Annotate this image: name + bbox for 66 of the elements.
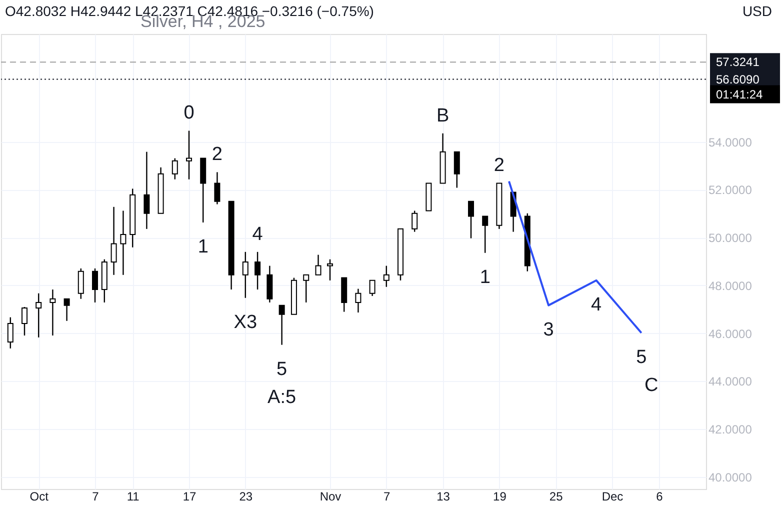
candlestick <box>172 158 178 180</box>
candlestick <box>110 206 117 276</box>
x-tick-label: 13 <box>436 490 450 504</box>
y-tick-label: 46.0000 <box>708 326 752 341</box>
annotation: 2 <box>212 144 222 166</box>
candlestick <box>7 316 14 350</box>
y-tick-label: 40.0000 <box>708 470 752 485</box>
candlestick <box>242 251 248 298</box>
candlestick <box>36 292 42 338</box>
annotation: 1 <box>480 266 490 288</box>
candlestick <box>278 304 285 346</box>
candlestick <box>22 306 28 336</box>
candlestick <box>120 210 126 276</box>
candlestick <box>454 151 460 188</box>
annotation: 4 <box>591 294 602 316</box>
annotation: 2 <box>494 155 504 176</box>
annotation: 1 <box>198 236 208 258</box>
candlestick <box>186 130 192 180</box>
y-tick-label: 54.0000 <box>708 135 752 150</box>
x-tick-label: 7 <box>92 490 100 504</box>
candlestick <box>266 265 273 304</box>
candlestick <box>303 274 310 304</box>
text: 01:41:24 <box>716 87 764 102</box>
candlestick <box>78 268 84 300</box>
annotation: 5 <box>636 346 647 368</box>
candlestick <box>412 210 418 232</box>
annotation: 5 <box>276 358 288 380</box>
x-tick-label: Nov <box>320 490 342 504</box>
y-tick-label: 50.0000 <box>708 231 752 246</box>
annotation: 3 <box>543 319 554 340</box>
candlestick <box>144 151 150 230</box>
x-tick-label: 19 <box>493 490 507 504</box>
y-tick-label: 52.0000 <box>708 183 752 198</box>
annotation: 4 <box>252 224 264 245</box>
y-tick-label: 44.0000 <box>708 374 752 389</box>
annotation: A:5 <box>268 386 296 408</box>
x-tick-label: 23 <box>239 490 253 504</box>
ref-line-label: 57.3241 <box>716 55 760 70</box>
ref-line-label: 56.6090 <box>716 72 760 86</box>
candlestick <box>355 288 362 314</box>
x-tick-label: 7 <box>384 490 391 504</box>
candlestick <box>468 200 474 239</box>
text: USD <box>742 3 772 19</box>
annotation: B <box>436 105 450 126</box>
candlestick <box>92 268 98 304</box>
x-tick-label: Oct <box>30 490 50 504</box>
candlestick <box>369 280 376 297</box>
x-tick-label: Dec <box>602 490 624 504</box>
annotation: 0 <box>184 102 194 124</box>
candlestick <box>254 251 261 290</box>
y-tick-label: 48.0000 <box>708 278 752 293</box>
candlestick <box>214 172 220 205</box>
x-tick-label: 11 <box>126 490 140 504</box>
candlestick <box>64 298 70 322</box>
x-tick-label: 6 <box>656 490 664 504</box>
annotation: X3 <box>234 312 258 333</box>
candlestick <box>315 254 322 276</box>
candlestick <box>383 265 390 288</box>
candlestick <box>482 216 488 254</box>
x-tick-label: 25 <box>549 490 564 504</box>
line-series <box>508 180 642 334</box>
x-tick-label: 17 <box>182 490 196 504</box>
annotation: C <box>644 374 658 396</box>
candlestick <box>50 288 56 336</box>
candlestick <box>327 258 333 282</box>
y-tick-label: 42.0000 <box>708 422 752 437</box>
